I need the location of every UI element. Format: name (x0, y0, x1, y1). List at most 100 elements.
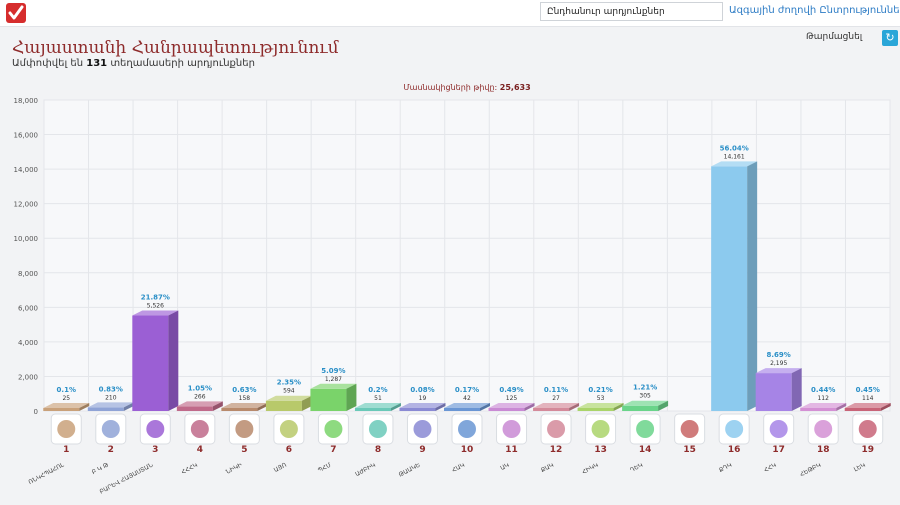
party-name-label: ՔԱԿ (540, 462, 555, 475)
bar-top (221, 403, 268, 408)
bar-side (346, 383, 357, 411)
party-logo-mark (458, 420, 476, 438)
x-tick-label: 15 (683, 445, 696, 455)
party-logo-mark (725, 420, 744, 438)
y-tick-label: 0 (34, 408, 38, 416)
bar (577, 408, 614, 411)
logo-icon[interactable] (6, 3, 26, 23)
x-tick-label: 9 (419, 445, 425, 455)
party-logo-mark (680, 420, 699, 438)
results-chart: 0 2,000 4,000 6,000 8,000 10,000 12,000 14,000 1… (14, 83, 891, 496)
results-select[interactable]: Ընդհանուր արդյունքներ (540, 2, 723, 21)
party-logo-mark (146, 420, 165, 438)
precinct-count: 131 (86, 58, 108, 69)
bar-top (577, 403, 624, 408)
x-tick-label: 4 (197, 445, 203, 455)
party-name-label: ԱՅՈ (273, 462, 288, 474)
bar (533, 408, 570, 411)
bar-side (524, 403, 535, 411)
party-name-label: Բ Կ Թ (91, 461, 111, 476)
party-logo-mark (279, 420, 298, 438)
value-label: 25 (62, 395, 70, 402)
x-tick-label: 3 (152, 445, 158, 455)
y-tick-label: 16,000 (14, 132, 39, 140)
party-name-label: ԴԵԿ (629, 462, 644, 474)
percent-label: 56.04% (720, 144, 749, 152)
bar-side (301, 395, 312, 411)
percent-label: 0.45% (856, 386, 880, 394)
party-logo-mark (591, 420, 610, 438)
x-tick-label: 14 (639, 445, 652, 455)
x-tick-label: 5 (241, 445, 247, 455)
participants-annotation: Մասնակիցների թիվը: 25,633 (403, 83, 530, 92)
percent-label: 0.49% (499, 386, 523, 394)
party-name-label: ՊՀՄ (317, 461, 333, 474)
x-tick-label: 1 (63, 445, 69, 455)
party-logo-mark (769, 420, 788, 438)
value-label: 266 (194, 393, 206, 400)
bar-top (711, 161, 758, 167)
percent-label: 0.1% (57, 386, 76, 394)
bar-top (800, 403, 847, 408)
value-label: 19 (419, 395, 427, 402)
x-tick-label: 10 (461, 445, 474, 455)
value-label: 158 (239, 395, 251, 402)
bar-side (747, 161, 758, 411)
party-name-label: ՀԻԿԿ (581, 462, 600, 476)
bar-top (533, 403, 580, 408)
percent-label: 0.17% (455, 386, 479, 394)
party-logo-mark (502, 420, 521, 438)
bar (711, 166, 748, 411)
bar-top (176, 401, 223, 407)
value-label: 210 (105, 394, 117, 401)
party-logo-mark (235, 420, 254, 438)
bar-top (265, 395, 312, 401)
bar-top (444, 403, 490, 408)
value-label: 53 (597, 395, 605, 402)
value-label: 305 (639, 393, 651, 400)
election-link[interactable]: Ազգային ժողովի Ընտրություններ, 2026 (729, 5, 900, 16)
party-logo-mark (814, 420, 833, 438)
bar (354, 408, 391, 411)
party-name-label: ՌՆԿՀՊԱՀՈԼ (27, 461, 66, 486)
value-label: 5,526 (147, 303, 164, 310)
x-tick-label: 2 (108, 445, 114, 455)
refresh-button[interactable]: ↻ (882, 30, 898, 46)
value-label: 27 (552, 395, 560, 402)
party-name-label: ՀՀԿ (763, 462, 778, 474)
x-tick-label: 8 (375, 445, 381, 455)
party-name-label: ՀՀՀԿ (180, 462, 199, 476)
party-name-label: ՀԱԿ (451, 462, 466, 474)
participants-value: 25,633 (500, 83, 531, 92)
bar-side (123, 402, 134, 411)
party-name-label: ԹԱԱԿԵ (398, 462, 422, 479)
percent-label: 8.69% (767, 351, 791, 359)
subtitle-prefix: Ամփոփվել են (12, 58, 84, 69)
party-logo-mark (57, 420, 76, 438)
percent-label: 5.09% (321, 367, 345, 375)
percent-label: 0.2% (368, 386, 387, 394)
y-tick-label: 2,000 (18, 373, 38, 381)
bar-side (480, 403, 490, 411)
bar-top (354, 403, 401, 408)
bar-side (613, 403, 624, 411)
x-tick-label: 7 (330, 445, 336, 455)
refresh-label[interactable]: Թարմացնել (806, 32, 863, 42)
percent-label: 0.63% (232, 386, 256, 394)
bar (488, 408, 525, 411)
percent-label: 1.05% (188, 384, 212, 392)
x-tick-label: 6 (286, 445, 292, 455)
party-logo-mark (636, 420, 655, 438)
x-tick-label: 17 (772, 445, 785, 455)
bar (221, 408, 258, 411)
party-logo-mark (858, 420, 877, 438)
value-label: 14,161 (724, 153, 745, 160)
y-tick-label: 10,000 (14, 235, 39, 243)
bar (310, 388, 347, 411)
bar (844, 408, 881, 411)
bar-top (310, 383, 357, 389)
bar-side (880, 403, 891, 411)
bar-side (257, 403, 268, 411)
x-tick-label: 16 (728, 445, 741, 455)
bar-side (435, 403, 446, 411)
